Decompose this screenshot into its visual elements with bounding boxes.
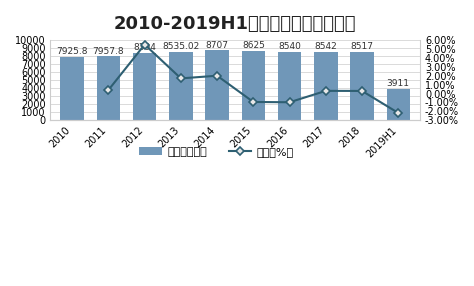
- Text: 8707: 8707: [206, 41, 228, 50]
- 增速（%）: [142, 43, 147, 46]
- Bar: [350, 52, 374, 120]
- Text: 8542: 8542: [314, 42, 337, 51]
- 增速（%）: [214, 74, 220, 78]
- Bar: [314, 52, 337, 120]
- Bar: [97, 56, 120, 120]
- Text: 7925.8: 7925.8: [56, 47, 88, 56]
- Bar: [205, 50, 229, 120]
- Text: 3911: 3911: [387, 79, 410, 88]
- 增速（%）: [287, 101, 292, 104]
- Text: 8540: 8540: [278, 42, 301, 51]
- Title: 2010-2019H1中国肉类总产值及增速: 2010-2019H1中国肉类总产值及增速: [114, 15, 356, 33]
- Text: 8625: 8625: [242, 41, 265, 50]
- Text: 8535.02: 8535.02: [162, 42, 200, 51]
- Bar: [169, 52, 193, 120]
- 增速（%）: [359, 89, 365, 93]
- Bar: [278, 52, 301, 120]
- Bar: [61, 57, 84, 120]
- Bar: [133, 53, 156, 120]
- Line: 增速（%）: 增速（%）: [106, 42, 401, 116]
- Text: 8394: 8394: [133, 43, 156, 52]
- 增速（%）: [106, 88, 111, 92]
- Text: 8517: 8517: [351, 42, 374, 51]
- Legend: 产量（万吨）, 增速（%）: 产量（万吨）, 增速（%）: [135, 142, 299, 161]
- 增速（%）: [251, 100, 256, 104]
- 增速（%）: [395, 111, 401, 115]
- Text: 7957.8: 7957.8: [92, 47, 124, 56]
- 增速（%）: [323, 89, 328, 93]
- Bar: [386, 89, 410, 120]
- 增速（%）: [178, 77, 184, 80]
- Bar: [242, 51, 265, 120]
